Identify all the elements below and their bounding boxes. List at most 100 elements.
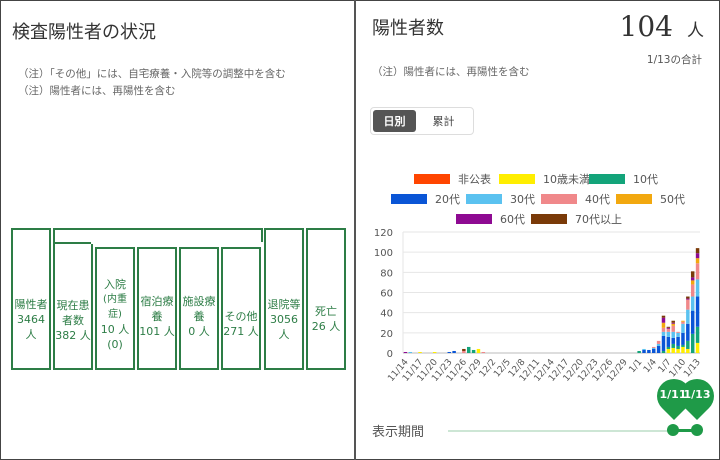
y-tick-label: 60 — [380, 289, 393, 300]
flow-box-facility: 施設療 養 0 人 — [179, 247, 219, 370]
bar-segment — [661, 315, 666, 318]
bar-segment — [642, 348, 646, 350]
bar-segment — [481, 351, 486, 353]
bar-segment — [695, 342, 700, 353]
y-tick-label: 80 — [380, 268, 393, 279]
period-slider-track[interactable] — [448, 430, 690, 432]
legend-item[interactable]: 10代 — [589, 171, 658, 187]
bar-segment — [681, 344, 685, 347]
legend-item[interactable]: 非公表 — [414, 171, 491, 187]
y-tick-label: 20 — [380, 329, 393, 340]
positive-label: 陽性者 — [14, 297, 48, 311]
legend-label: 70代以上 — [575, 213, 622, 226]
legend-swatch — [541, 194, 577, 204]
legend-item[interactable]: 50代 — [616, 191, 685, 207]
bar-segment — [666, 328, 671, 332]
note-repositive: （注）陽性者には、再陽性を含む — [18, 85, 176, 97]
bar-segment — [471, 349, 476, 353]
period-slider-range — [672, 429, 698, 432]
tab-cumulative[interactable]: 累計 — [432, 115, 455, 128]
bar-segment — [690, 280, 695, 285]
bar-segment — [676, 345, 680, 349]
death-value: 26 人 — [311, 320, 341, 333]
bar-segment — [661, 322, 666, 328]
bar-segment — [432, 351, 437, 353]
bar-segment — [695, 279, 700, 297]
positive-unit: 人 — [25, 327, 37, 341]
bar-segment — [690, 277, 695, 281]
bar-segment — [462, 350, 466, 353]
bar-segment — [671, 322, 675, 324]
bar-segment — [695, 263, 700, 280]
bar-segment — [666, 331, 671, 337]
bar-segment — [661, 331, 666, 336]
bar-segment — [666, 348, 671, 353]
legend-label: 60代 — [500, 213, 525, 226]
bar-segment — [676, 332, 680, 337]
bar-segment — [671, 337, 675, 344]
bar-segment — [666, 326, 671, 328]
bar-segment — [476, 348, 481, 353]
legend-label: 30代 — [510, 193, 535, 206]
flow-box-other: その他 271 人 — [221, 247, 261, 370]
bar-segment — [686, 296, 690, 299]
bar-segment — [676, 348, 680, 353]
bar-segment — [690, 284, 695, 297]
y-tick-label: 40 — [380, 309, 393, 320]
bar-segment — [656, 343, 661, 346]
bar-segment — [661, 317, 666, 323]
other-label: その他 — [224, 309, 258, 323]
bracket-mask — [91, 242, 263, 244]
bar-segment — [681, 346, 685, 353]
tab-daily[interactable]: 日別 — [373, 110, 416, 132]
bar-segment — [695, 258, 700, 264]
legend-label: 50代 — [660, 193, 685, 206]
flow-box-discharged: 退院等 3056 人 — [264, 228, 304, 370]
bar-segment — [695, 326, 700, 343]
x-tick-label: 1/13 — [682, 358, 703, 380]
slider-start-handle[interactable] — [667, 424, 679, 436]
bar-segment — [661, 335, 666, 351]
legend-item[interactable]: 40代 — [541, 191, 610, 207]
bar-segment — [671, 320, 675, 323]
bar-segment — [637, 350, 641, 353]
legend-item[interactable]: 70代以上 — [531, 211, 622, 227]
death-label: 死亡 — [315, 305, 337, 318]
legend-item[interactable]: 30代 — [466, 191, 535, 207]
bar-segment — [681, 332, 685, 345]
bar-segment — [671, 347, 675, 353]
bar-segment — [676, 336, 680, 346]
total-display: 104 人 — [620, 10, 704, 43]
bar-segment — [690, 310, 695, 334]
bar-segment — [671, 325, 675, 332]
bar-segment — [466, 346, 471, 353]
legend-item[interactable]: 20代 — [391, 191, 460, 207]
bar-segment — [686, 298, 690, 300]
x-tick-label: 1/4 — [642, 357, 659, 375]
hotel-label: 宿泊療 — [140, 295, 174, 308]
legend-swatch — [499, 174, 535, 184]
left-panel-title: 検査陽性者の状況 — [12, 22, 156, 43]
bar-segment — [690, 333, 695, 353]
legend-swatch — [531, 214, 567, 224]
bar-segment — [686, 340, 690, 349]
bar-segment — [686, 323, 690, 341]
legend-item[interactable]: 60代 — [456, 211, 525, 227]
slider-end-handle[interactable] — [691, 424, 703, 436]
discharged-unit: 人 — [278, 327, 290, 341]
bar-segment — [671, 343, 675, 348]
y-tick-label: 0 — [387, 349, 393, 360]
total-unit: 人 — [687, 21, 704, 41]
bar-segment — [652, 347, 656, 349]
bar-segment — [642, 349, 646, 353]
facility-label: 施設療 — [182, 295, 216, 308]
bar-segment — [452, 350, 456, 353]
bar-segment — [686, 299, 690, 310]
positive-value: 3464 — [17, 312, 45, 326]
legend-item[interactable]: 10歳未満 — [499, 171, 590, 187]
hospital-severe-label: (内重症) — [103, 294, 127, 320]
slider-start-label: 1/11 — [659, 388, 687, 401]
right-note: （注）陽性者には、再陽性を含む — [372, 66, 530, 78]
bar-segment — [656, 345, 661, 353]
